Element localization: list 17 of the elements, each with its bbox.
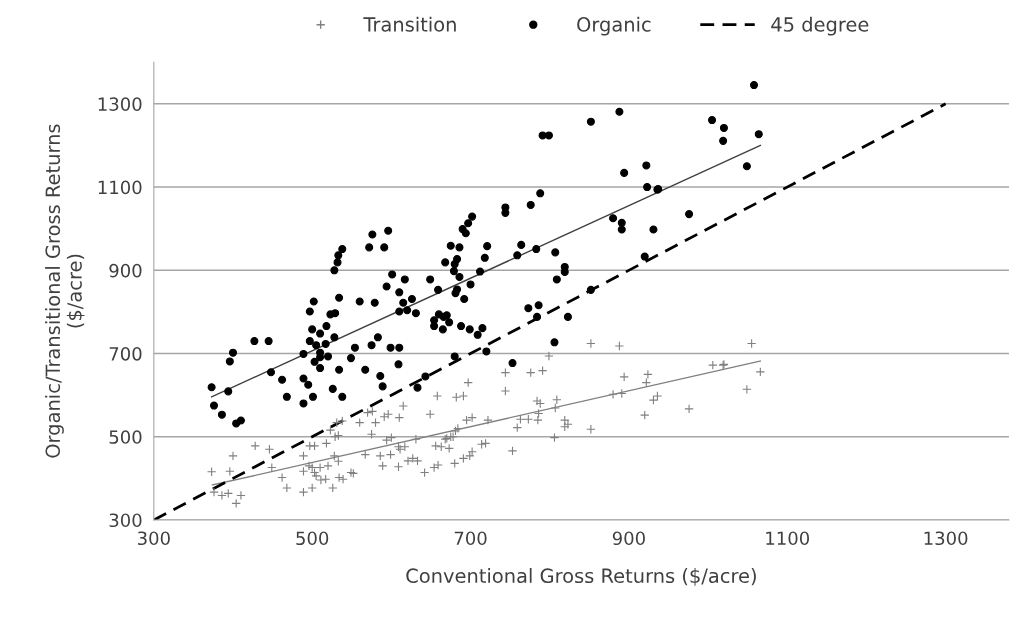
y-tick-label: 900	[109, 263, 142, 278]
y-axis-title: Organic/Transitional Gross Returns ($/acre)	[45, 124, 85, 458]
y-tick-label: 1100	[98, 180, 142, 195]
y-tick-label: 300	[109, 513, 142, 528]
x-tick-label: 900	[612, 531, 645, 546]
y-tick-label: 1300	[98, 97, 142, 111]
x-tick-label: 1100	[766, 531, 810, 546]
x-axis-title: Conventional Gross Returns ($/acre)	[406, 568, 756, 586]
legend-label: Organic	[577, 16, 651, 36]
y-tick-label: 700	[109, 346, 142, 361]
x-tick-label: 500	[296, 531, 329, 546]
y-tick-label: 500	[109, 430, 142, 444]
x-tick-label: 300	[137, 531, 170, 546]
x-tick-label: 1300	[924, 531, 968, 546]
legend-label: 45 degree	[771, 16, 869, 36]
x-tick-label: 700	[454, 531, 487, 546]
legend-label: Transition	[363, 16, 456, 32]
